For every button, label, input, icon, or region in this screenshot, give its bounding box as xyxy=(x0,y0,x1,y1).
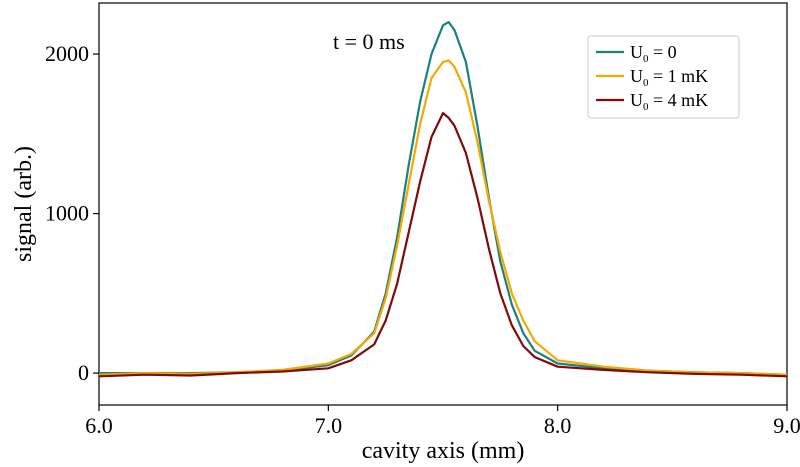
x-tick-label: 7.0 xyxy=(315,413,343,438)
plot-area: 6.0 7.0 8.0 9.0 0 1000 2000 xyxy=(45,2,800,438)
legend-entry-label: U0 = 0 xyxy=(630,42,677,65)
y-tick-label: 0 xyxy=(78,360,89,385)
legend-entry-label: U0 = 4 mK xyxy=(630,90,708,113)
plot-frame xyxy=(98,2,788,406)
series-line-2 xyxy=(98,59,788,376)
legend-entry-label: U0 = 1 mK xyxy=(630,66,708,89)
x-axis: 6.0 7.0 8.0 9.0 xyxy=(85,405,800,438)
y-tick-label: 1000 xyxy=(45,201,89,226)
series-group xyxy=(98,21,788,378)
series-line-1 xyxy=(99,21,788,376)
y-axis: 0 1000 2000 xyxy=(45,41,99,385)
series-line-3 xyxy=(98,112,788,378)
time-annotation: t = 0 ms xyxy=(333,29,405,54)
y-tick-label: 2000 xyxy=(45,41,89,66)
x-tick-label: 6.0 xyxy=(85,413,113,438)
legend-box xyxy=(587,35,740,119)
x-tick-label: 8.0 xyxy=(544,413,572,438)
y-axis-label: signal (arb.) xyxy=(11,146,37,262)
x-tick-label: 9.0 xyxy=(773,413,800,438)
x-axis-label: cavity axis (mm) xyxy=(362,438,525,464)
